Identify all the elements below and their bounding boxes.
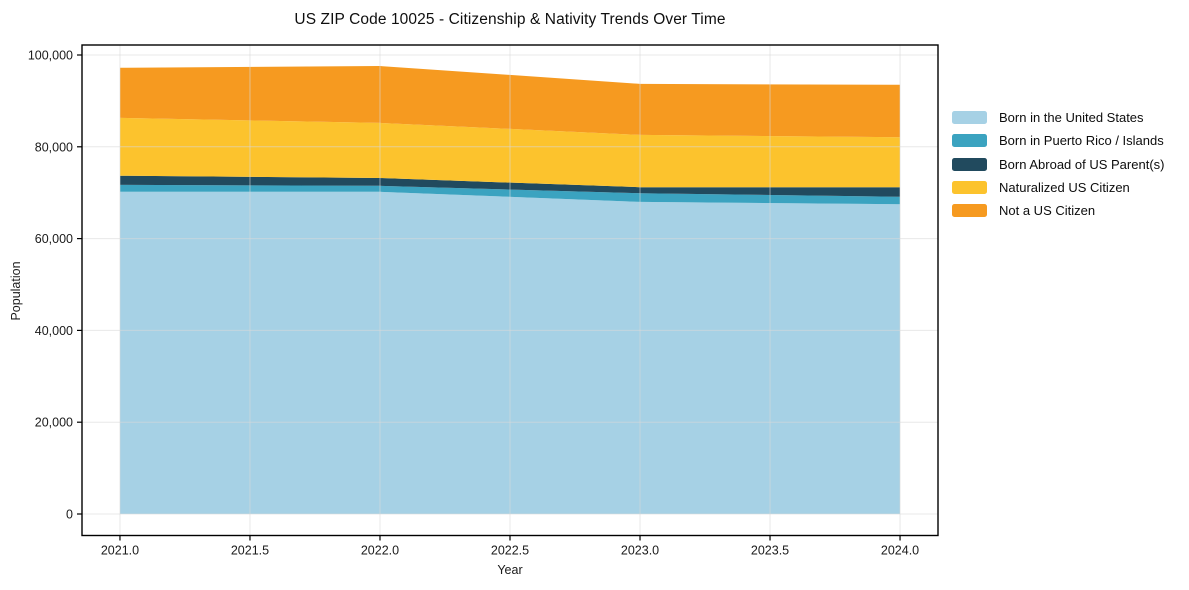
legend-label: Born Abroad of US Parent(s) (999, 156, 1165, 172)
x-tick-label: 2023.5 (751, 544, 789, 558)
legend-item: Not a US Citizen (952, 199, 1164, 222)
legend-label: Born in Puerto Rico / Islands (999, 133, 1164, 149)
chart-title: US ZIP Code 10025 - Citizenship & Nativi… (294, 11, 726, 28)
legend-label: Born in the United States (999, 110, 1144, 126)
y-tick-label: 40,000 (35, 324, 73, 338)
x-tick-label: 2024.0 (881, 544, 919, 558)
x-tick-label: 2021.5 (231, 544, 269, 558)
legend-item: Born in the United States (952, 106, 1164, 129)
legend-swatch (952, 111, 987, 125)
legend-swatch (952, 134, 987, 148)
legend-swatch (952, 181, 987, 195)
x-tick-label: 2022.5 (491, 544, 529, 558)
x-axis-title: Year (497, 563, 523, 577)
y-tick-label: 0 (66, 508, 73, 522)
y-tick-label: 80,000 (35, 140, 73, 154)
legend-label: Not a US Citizen (999, 203, 1096, 219)
y-tick-label: 60,000 (35, 232, 73, 246)
legend-item: Born in Puerto Rico / Islands (952, 129, 1164, 152)
y-tick-label: 20,000 (35, 416, 73, 430)
legend: Born in the United States Born in Puerto … (952, 106, 1164, 222)
legend-swatch (952, 157, 987, 171)
legend-label: Naturalized US Citizen (999, 180, 1130, 196)
x-tick-label: 2023.0 (621, 544, 659, 558)
legend-item: Naturalized US Citizen (952, 176, 1164, 199)
legend-swatch (952, 204, 987, 218)
y-tick-label: 100,000 (28, 48, 73, 62)
legend-item: Born Abroad of US Parent(s) (952, 153, 1164, 176)
x-tick-label: 2021.0 (101, 544, 139, 558)
x-tick-label: 2022.0 (361, 544, 399, 558)
